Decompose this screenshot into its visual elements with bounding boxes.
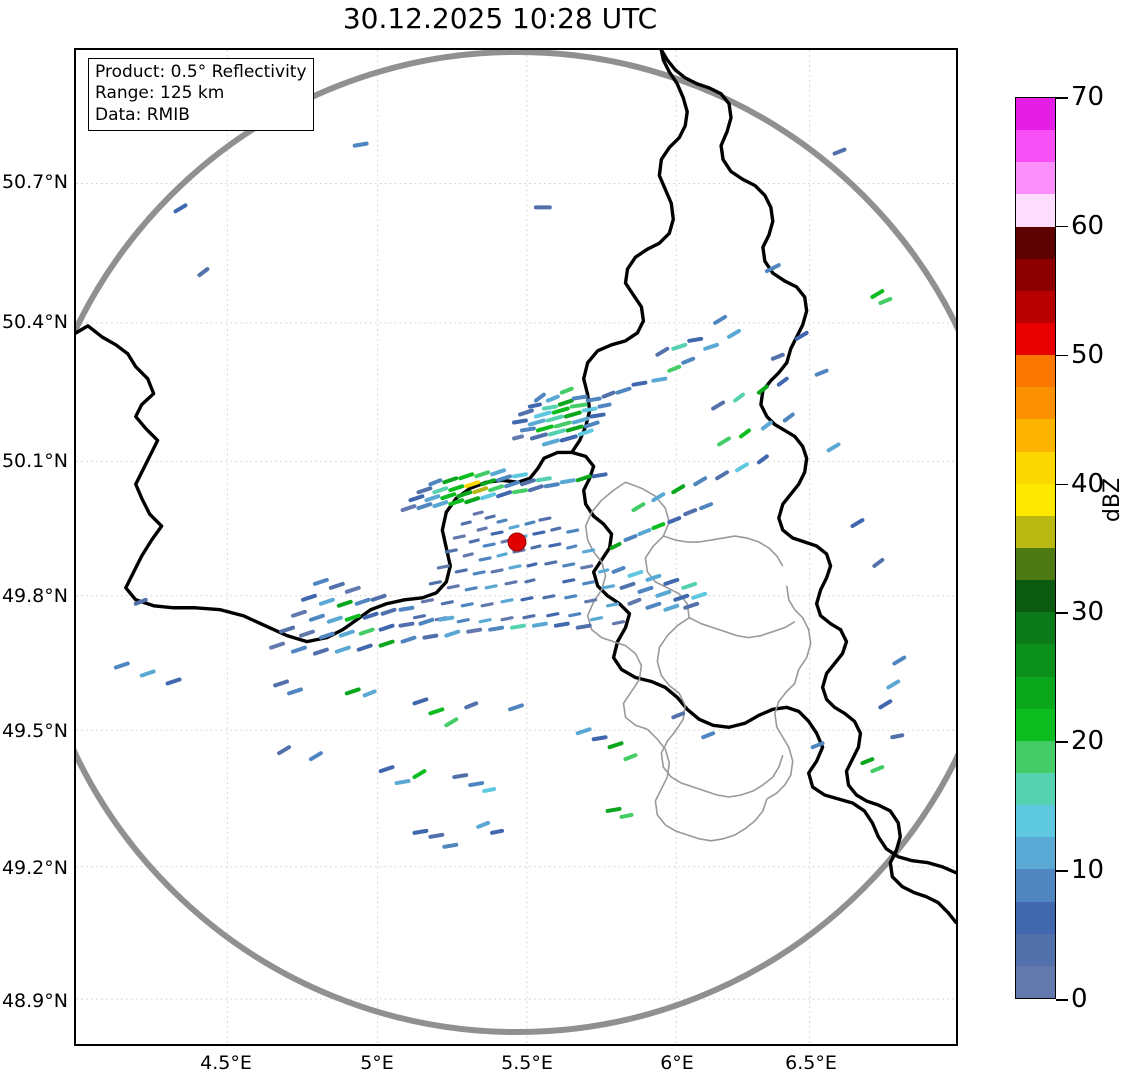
- colorbar-tick-label: 40: [1071, 468, 1105, 499]
- colorbar-segment: [1016, 708, 1055, 741]
- colorbar-segment: [1016, 901, 1055, 934]
- reflectivity-echoes: [113, 141, 907, 849]
- colorbar-segment: [1016, 355, 1055, 388]
- gridlines: [76, 50, 956, 1044]
- colorbar-tick-label: 70: [1071, 82, 1105, 112]
- colorbar-tick: [1056, 354, 1068, 357]
- range-ring-125km: [76, 50, 956, 1035]
- lat-tick-label: 49.8°N: [1, 585, 68, 607]
- colorbar-tick-label: 30: [1071, 597, 1105, 628]
- colorbar-segment: [1016, 322, 1055, 356]
- colorbar-tick-label: 20: [1071, 726, 1105, 757]
- product-info-box: Product: 0.5° Reflectivity Range: 125 km…: [88, 58, 314, 132]
- colorbar-segment: [1016, 515, 1055, 548]
- colorbar-segment: [1016, 451, 1055, 484]
- lat-tick-label: 49.5°N: [1, 720, 68, 742]
- colorbar-segment: [1016, 965, 1055, 998]
- colorbar-tick-label: 50: [1071, 339, 1105, 370]
- lon-tick-label: 5°E: [360, 1052, 394, 1074]
- colorbar-segment: [1016, 98, 1055, 131]
- lat-tick-label: 50.4°N: [1, 311, 68, 333]
- radar-site-marker[interactable]: [507, 532, 527, 552]
- lon-tick-label: 6.5°E: [785, 1052, 837, 1074]
- country-borders: [76, 50, 956, 925]
- colorbar-segment: [1016, 258, 1055, 291]
- radar-map-plot[interactable]: [74, 48, 958, 1046]
- colorbar-segment: [1016, 933, 1055, 966]
- info-data-line: Data: RMIB: [95, 104, 190, 125]
- colorbar-tick: [1056, 741, 1068, 743]
- colorbar-tick: [1056, 225, 1068, 228]
- lat-tick-label: 48.9°N: [1, 990, 68, 1012]
- colorbar-segment: [1016, 837, 1055, 870]
- colorbar-segment: [1016, 419, 1055, 452]
- radar-map-canvas: [76, 50, 956, 1044]
- colorbar-tick: [1056, 483, 1068, 486]
- colorbar-segment: [1016, 226, 1055, 259]
- page-title: 30.12.2025 10:28 UTC: [342, 2, 658, 35]
- reflectivity-colorbar[interactable]: [1015, 97, 1056, 999]
- colorbar-title: dBZ: [1100, 477, 1125, 523]
- colorbar-segment: [1016, 676, 1055, 709]
- colorbar-tick: [1056, 97, 1068, 99]
- colorbar-tick-label: 0: [1071, 984, 1088, 1014]
- colorbar-segment: [1016, 644, 1055, 677]
- colorbar-tick: [1056, 612, 1068, 615]
- colorbar-tick-label: 60: [1071, 210, 1105, 241]
- colorbar-segment: [1016, 290, 1055, 323]
- colorbar-tick: [1056, 999, 1068, 1001]
- colorbar-segment: [1016, 483, 1055, 516]
- colorbar-tick: [1056, 870, 1068, 872]
- colorbar-segment: [1016, 547, 1055, 581]
- colorbar-segment: [1016, 612, 1055, 645]
- lon-tick-label: 5.5°E: [501, 1052, 553, 1074]
- info-range-line: Range: 125 km: [95, 83, 225, 104]
- colorbar-segment: [1016, 130, 1055, 163]
- colorbar-segment: [1016, 580, 1055, 613]
- lat-tick-label: 50.1°N: [1, 450, 68, 472]
- lon-tick-label: 6°E: [660, 1052, 694, 1074]
- colorbar-segment: [1016, 194, 1055, 227]
- admin-boundaries: [584, 481, 812, 842]
- info-product-line: Product: 0.5° Reflectivity: [95, 62, 307, 82]
- colorbar-segment: [1016, 740, 1055, 773]
- lon-tick-label: 4.5°E: [200, 1052, 252, 1074]
- colorbar-tick-label: 10: [1071, 855, 1105, 886]
- colorbar-segment: [1016, 772, 1055, 806]
- colorbar-segment: [1016, 387, 1055, 420]
- colorbar-segment: [1016, 869, 1055, 902]
- colorbar-segment: [1016, 162, 1055, 195]
- lat-tick-label: 50.7°N: [1, 171, 68, 193]
- lat-tick-label: 49.2°N: [1, 857, 68, 879]
- colorbar-segment: [1016, 805, 1055, 838]
